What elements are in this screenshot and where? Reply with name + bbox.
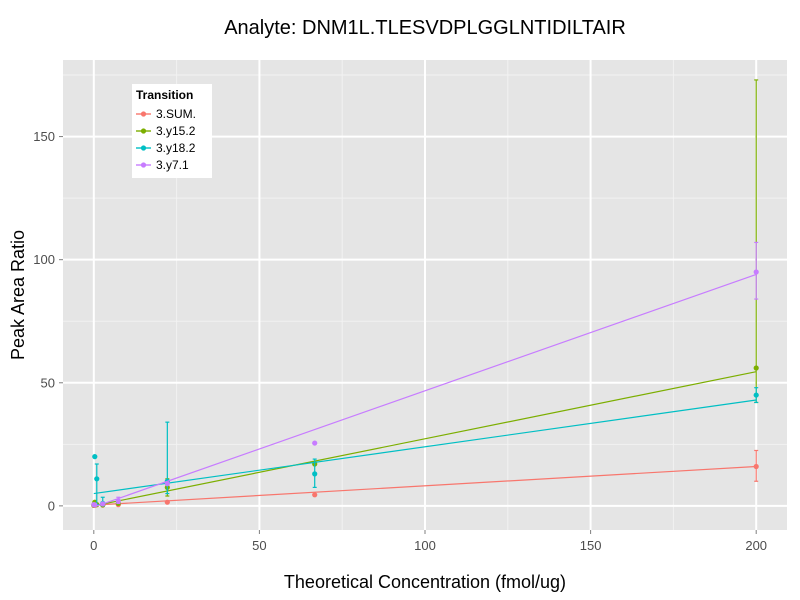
chart-title: Analyte: DNM1L.TLESVDPLGGLNTIDILTAIR bbox=[224, 17, 626, 39]
fit-line bbox=[93, 399, 757, 495]
x-tick-label: 200 bbox=[745, 538, 767, 553]
data-point bbox=[312, 492, 318, 498]
fit-line bbox=[93, 465, 757, 506]
legend-label: 3.y7.1 bbox=[156, 158, 189, 172]
data-point bbox=[753, 269, 759, 275]
x-tick-label: 50 bbox=[252, 538, 266, 553]
y-tick-label: 50 bbox=[41, 375, 55, 390]
data-point bbox=[115, 498, 121, 504]
data-point bbox=[164, 499, 170, 505]
data-point bbox=[753, 463, 759, 470]
fit-line bbox=[93, 273, 757, 508]
fit-line bbox=[93, 371, 757, 507]
legend-label: 3.SUM. bbox=[156, 107, 196, 121]
series-3-y7-1 bbox=[91, 241, 759, 508]
data-point bbox=[164, 481, 170, 487]
data-point bbox=[92, 454, 98, 460]
data-point bbox=[753, 392, 759, 398]
legend-key-point bbox=[140, 145, 147, 151]
data-point bbox=[100, 501, 106, 507]
legend-key-point bbox=[140, 162, 147, 168]
data-point bbox=[92, 502, 98, 508]
data-point bbox=[94, 476, 100, 482]
x-tick-label: 100 bbox=[414, 538, 436, 553]
grid-major bbox=[63, 60, 787, 530]
data-point bbox=[753, 365, 759, 371]
x-axis-title: Theoretical Concentration (fmol/ug) bbox=[284, 572, 566, 592]
legend-title: Transition bbox=[136, 88, 193, 102]
y-tick-label: 150 bbox=[33, 129, 55, 144]
legend-key-point bbox=[140, 128, 147, 134]
x-tick-label: 150 bbox=[580, 538, 602, 553]
y-tick-label: 0 bbox=[48, 498, 55, 513]
legend-label: 3.y15.2 bbox=[156, 124, 196, 138]
legend-label: 3.y18.2 bbox=[156, 141, 196, 155]
legend-items: 3.SUM. 3.y15.2 3.y18.2 3.y7.1 bbox=[136, 107, 196, 172]
series-layer bbox=[91, 79, 759, 508]
legend: Transition 3.SUM. 3.y15.2 3.y18.2 3.y7.1 bbox=[132, 84, 212, 178]
x-tick-label: 0 bbox=[90, 538, 97, 553]
y-axis-title: Peak Area Ratio bbox=[8, 230, 28, 360]
data-point bbox=[312, 440, 318, 446]
y-axis-ticks: 0 50 100 150 bbox=[33, 129, 63, 513]
data-point bbox=[312, 471, 318, 477]
legend-key-point bbox=[140, 111, 147, 117]
y-tick-label: 100 bbox=[33, 252, 55, 267]
x-axis-ticks: 0 50 100 150 200 bbox=[90, 530, 767, 553]
